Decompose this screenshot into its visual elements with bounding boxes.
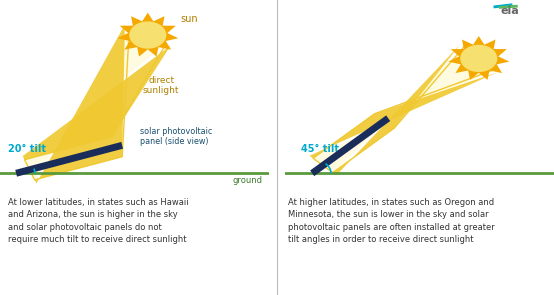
Text: 45° tilt: 45° tilt [301, 144, 340, 154]
Text: At higher latitudes, in states such as Oregon and
Minnesota, the sun is lower in: At higher latitudes, in states such as O… [288, 198, 495, 244]
Text: sun: sun [180, 14, 198, 24]
Polygon shape [23, 46, 171, 160]
Polygon shape [333, 44, 460, 175]
Polygon shape [313, 47, 494, 173]
Text: eia: eia [500, 6, 519, 16]
Text: At lower latitudes, in states such as Hawaii
and Arizona, the sun is higher in t: At lower latitudes, in states such as Ha… [8, 198, 189, 244]
Polygon shape [24, 27, 166, 180]
Polygon shape [34, 24, 125, 183]
Circle shape [461, 45, 496, 71]
Circle shape [130, 22, 166, 48]
Text: 20° tilt: 20° tilt [8, 144, 46, 154]
Text: direct
sunlight: direct sunlight [143, 76, 179, 95]
Polygon shape [310, 73, 497, 158]
Polygon shape [448, 36, 509, 80]
Text: ground: ground [232, 176, 262, 185]
Text: solar photovoltaic
panel (side view): solar photovoltaic panel (side view) [140, 127, 212, 146]
Polygon shape [117, 13, 178, 57]
